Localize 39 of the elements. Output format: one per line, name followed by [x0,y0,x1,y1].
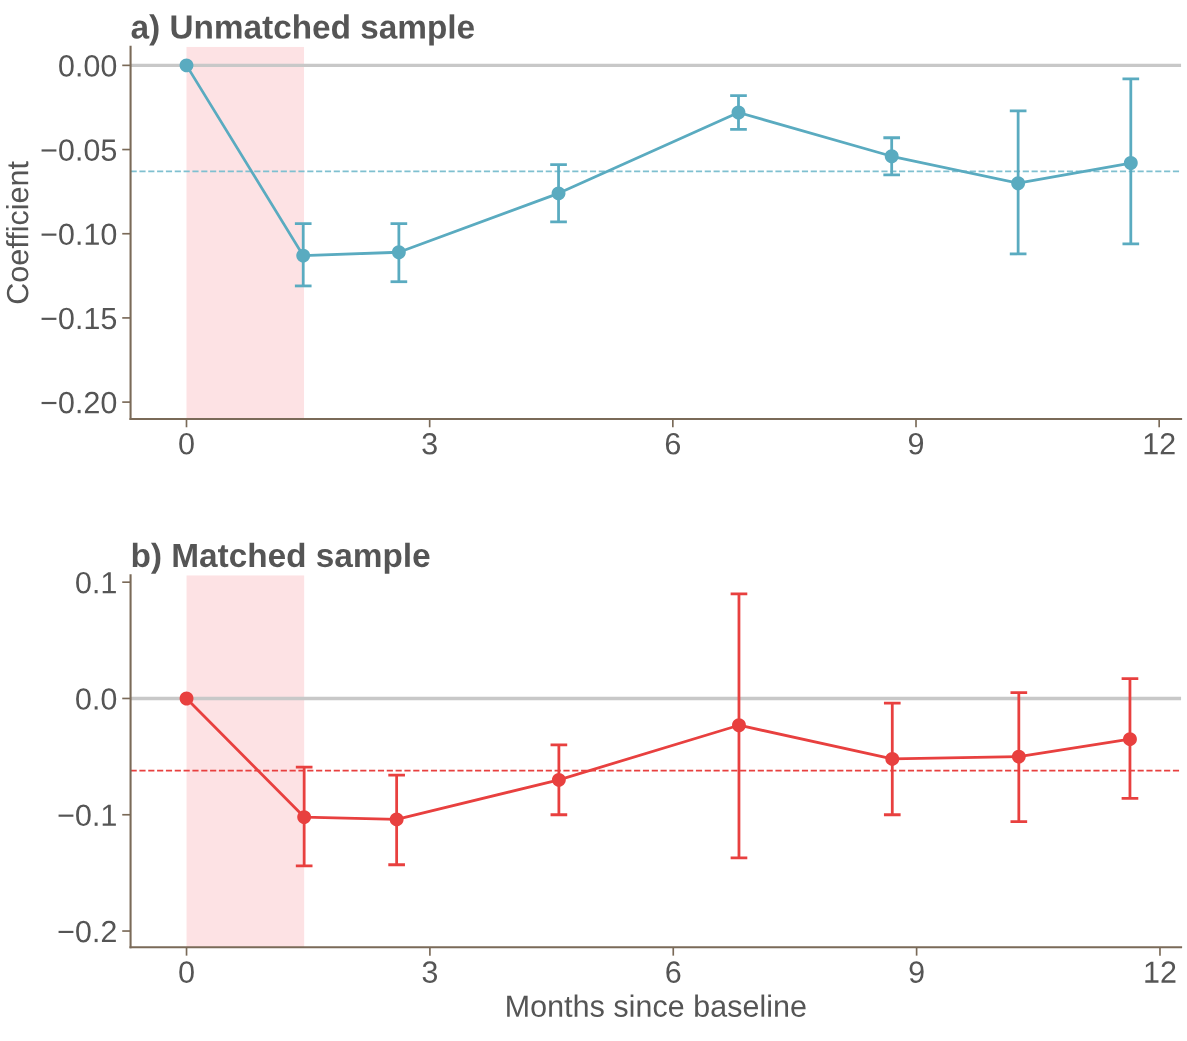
point [884,149,899,164]
point [1123,732,1137,747]
y-axis-title: Coefficient [6,161,29,304]
y-tick-label: −0.15 [41,307,117,330]
x-axis-title: Months since baseline [507,994,806,1017]
chart-title: a) Unmatched sample [131,14,474,46]
y-tick-label: 0.1 [76,571,116,594]
x-tick-label: 3 [422,961,438,983]
x-tick-label: 9 [909,961,924,983]
point [885,751,900,766]
point [1011,176,1026,191]
y-tick-label: −0.10 [41,223,117,246]
point [1011,749,1026,764]
point [179,691,194,706]
point [391,245,406,260]
point [731,105,746,120]
x-tick-label: 3 [422,432,437,455]
x-tick-label: 6 [665,432,680,455]
x-tick-label: 6 [666,961,681,983]
point [551,186,566,201]
y-tick-label: −0.20 [41,391,117,414]
point [1123,156,1138,170]
point [551,772,566,787]
x-tick-label: 12 [1145,961,1176,983]
point [296,248,311,263]
x-tick-label: 0 [179,961,194,983]
y-tick-label: 0.0 [76,688,117,710]
point [732,718,746,733]
y-tick-label: −0.2 [58,920,116,943]
point [179,58,194,73]
y-tick-label: −0.05 [41,139,117,161]
y-tick-label: −0.1 [58,804,116,827]
x-tick-label: 9 [908,432,924,455]
point [389,812,404,827]
chart-title: b) Matched sample [132,542,430,574]
x-tick-label: 0 [179,432,194,455]
point [297,810,312,825]
y-tick-label: 0.00 [59,55,117,77]
x-tick-label: 12 [1144,432,1175,455]
